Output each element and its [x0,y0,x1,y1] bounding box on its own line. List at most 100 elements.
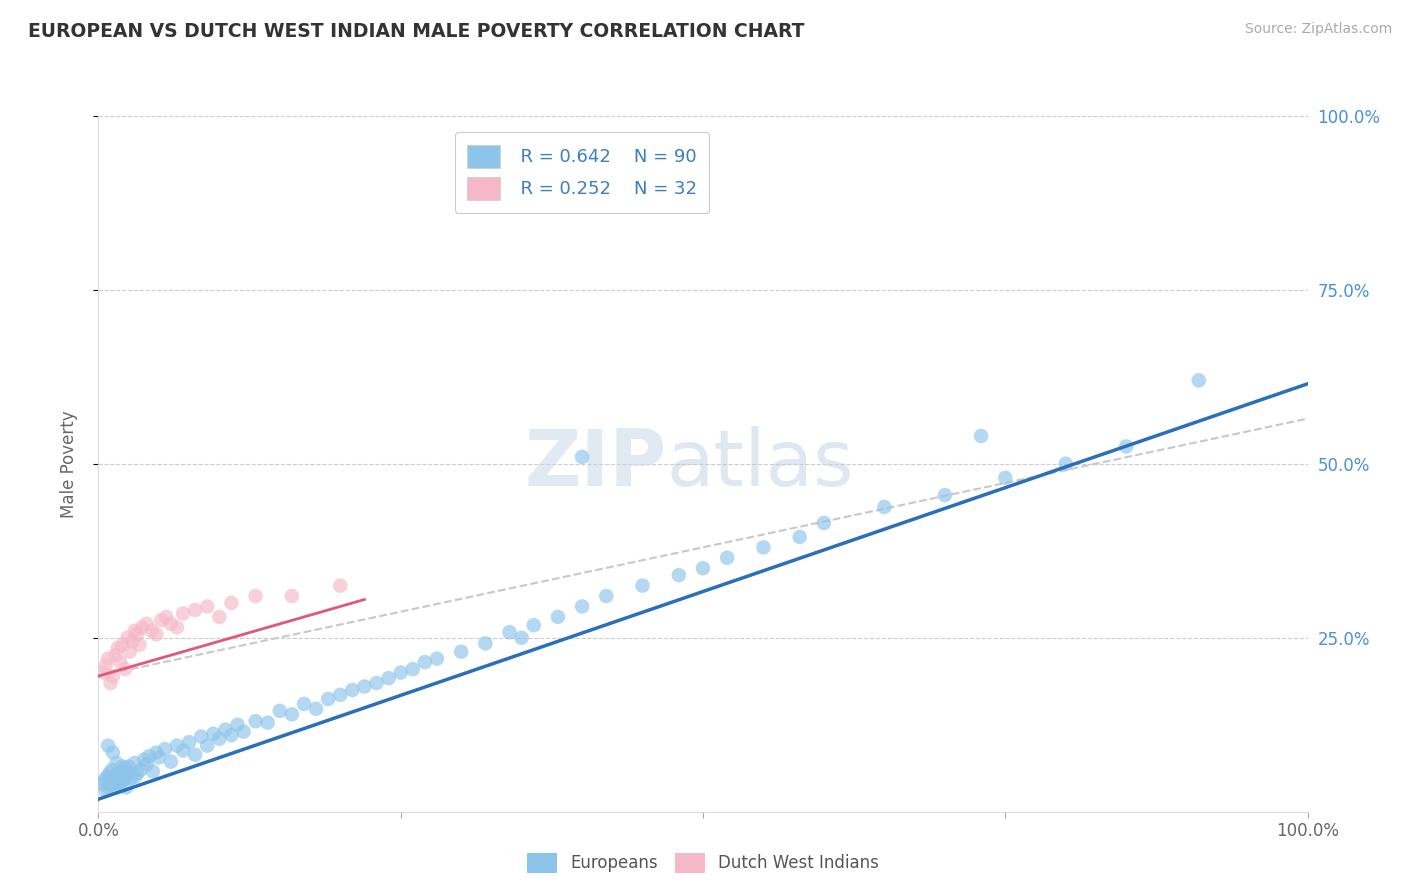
Point [389,665,412,680]
Point [813,516,835,530]
Point [117,631,139,645]
Point [190,730,212,744]
Point [498,625,520,640]
Point [1115,440,1137,454]
Point [118,645,141,659]
Point [510,631,533,645]
Point [97,651,120,665]
Point [91,665,114,680]
Point [934,488,956,502]
Point [547,610,569,624]
Point [692,561,714,575]
Point [342,683,364,698]
Point [155,610,177,624]
Point [100,676,122,690]
Point [127,627,149,641]
Point [148,750,170,764]
Point [101,773,124,788]
Point [145,627,167,641]
Point [107,641,129,656]
Point [226,717,249,731]
Point [105,756,128,770]
Point [141,624,163,638]
Point [108,778,131,792]
Point [104,772,127,786]
Point [195,739,218,753]
Point [281,707,304,722]
Point [668,568,690,582]
Point [101,669,124,683]
Point [100,763,122,777]
Point [281,589,304,603]
Point [377,671,399,685]
Point [111,759,134,773]
Point [120,772,142,786]
Point [128,638,150,652]
Point [96,770,118,784]
Point [91,777,114,791]
Point [108,655,131,669]
Point [595,589,617,603]
Point [166,739,188,753]
Point [110,774,132,789]
Point [94,658,117,673]
Point [114,762,136,776]
Y-axis label: Male Poverty: Male Poverty [59,410,77,517]
Point [134,753,156,767]
Point [292,697,315,711]
Point [873,500,896,514]
Point [105,775,128,789]
Point [994,471,1017,485]
Point [571,599,593,614]
Point [245,714,267,729]
Text: ZIP: ZIP [524,425,666,502]
Text: EUROPEAN VS DUTCH WEST INDIAN MALE POVERTY CORRELATION CHART: EUROPEAN VS DUTCH WEST INDIAN MALE POVER… [28,22,804,41]
Point [474,636,496,650]
Point [413,655,436,669]
Point [172,743,194,757]
Point [571,450,593,464]
Point [124,756,146,770]
Point [98,766,121,780]
Point [716,550,738,565]
Point [138,749,160,764]
Point [114,662,136,676]
Point [1188,373,1211,387]
Point [202,727,225,741]
Point [256,715,278,730]
Point [970,429,993,443]
Point [1054,457,1077,471]
Point [269,704,291,718]
Point [111,764,134,779]
Point [103,778,125,792]
Point [752,541,775,555]
Point [160,755,183,769]
Point [111,638,134,652]
Point [353,680,375,694]
Point [208,731,231,746]
Legend: Europeans, Dutch West Indians: Europeans, Dutch West Indians [520,847,886,880]
Point [153,742,176,756]
Point [104,648,127,662]
Point [100,777,122,791]
Point [107,766,129,780]
Point [124,624,146,638]
Point [101,746,124,760]
Point [316,692,339,706]
Point [305,702,328,716]
Point [329,688,352,702]
Point [426,651,449,665]
Point [232,724,254,739]
Text: atlas: atlas [666,425,855,502]
Point [214,723,236,737]
Point [145,746,167,760]
Point [94,784,117,798]
Point [135,757,157,772]
Point [127,766,149,780]
Point [118,759,141,773]
Point [329,578,352,592]
Point [184,603,207,617]
Point [93,773,115,788]
Point [124,770,146,784]
Point [631,578,654,592]
